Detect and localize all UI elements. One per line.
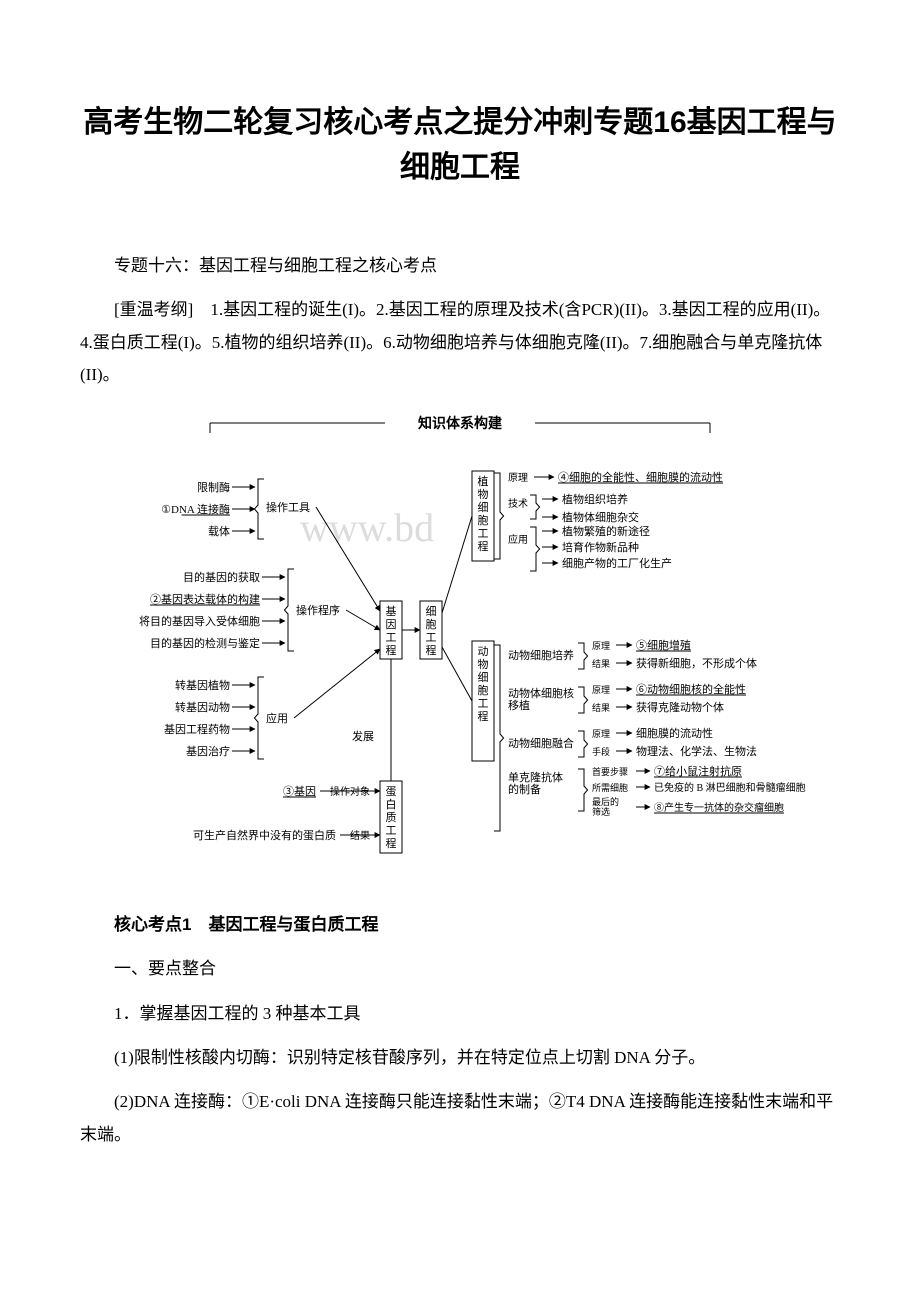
svg-text:物理法、化学法、生物法: 物理法、化学法、生物法 [636,744,757,758]
svg-text:⑧产生专一抗体的杂交瘤细胞: ⑧产生专一抗体的杂交瘤细胞 [654,801,784,814]
svg-text:基因治疗: 基因治疗 [186,744,230,758]
svg-text:原理: 原理 [592,641,610,651]
svg-text:应用: 应用 [266,711,288,725]
svg-text:⑤细胞增殖: ⑤细胞增殖 [636,638,691,652]
svg-text:手段: 手段 [592,746,610,757]
core-point-heading: 核心考点1 基因工程与蛋白质工程 [80,909,840,941]
svg-text:结果: 结果 [592,658,610,669]
paragraph-2: (2)DNA 连接酶：①E·coli DNA 连接酶只能连接黏性末端；②T4 D… [80,1086,840,1151]
svg-text:将目的基因导入受体细胞: 将目的基因导入受体细胞 [139,614,260,628]
svg-text:培育作物新品种: 培育作物新品种 [562,540,639,554]
svg-text:原理: 原理 [508,472,528,484]
svg-text:知识体系构建: 知识体系构建 [418,415,502,432]
svg-text:筛选: 筛选 [592,806,610,817]
svg-text:www.bd: www.bd [300,505,434,550]
svg-text:发展: 发展 [352,729,374,743]
subheading-2: 1．掌握基因工程的 3 种基本工具 [80,998,840,1030]
svg-text:结果: 结果 [592,702,610,713]
svg-text:③基因: ③基因 [283,785,316,798]
svg-text:载体: 载体 [208,524,230,538]
svg-text:目的基因的获取: 目的基因的获取 [183,570,260,584]
svg-text:动物细胞培养: 动物细胞培养 [508,648,574,662]
svg-text:最后的: 最后的 [592,796,619,807]
svg-text:⑥动物细胞核的全能性: ⑥动物细胞核的全能性 [636,682,746,696]
svg-text:细胞工程: 细胞工程 [426,605,437,657]
svg-text:②基因表达载体的构建: ②基因表达载体的构建 [150,592,260,606]
svg-text:获得新细胞，不形成个体: 获得新细胞，不形成个体 [636,656,757,670]
outline-paragraph: [重温考纲] 1.基因工程的诞生(I)。2.基因工程的原理及技术(含PCR)(I… [80,294,840,391]
svg-text:移植: 移植 [508,698,530,712]
svg-text:动物体细胞核: 动物体细胞核 [508,686,574,700]
svg-text:蛋白质工程: 蛋白质工程 [386,785,397,850]
svg-text:所需细胞: 所需细胞 [592,782,628,793]
section-intro: 专题十六：基因工程与细胞工程之核心考点 [80,250,840,282]
svg-text:细胞膜的流动性: 细胞膜的流动性 [636,726,713,740]
knowledge-diagram: 知识体系构建 www.bd 基因工程 细胞工程蛋白质工程 发展 限制酶 ①DNA 连接酶载体… [80,411,840,881]
svg-text:应用: 应用 [508,533,528,546]
svg-text:操作程序: 操作程序 [296,603,340,617]
svg-text:已免疫的 B 淋巴细胞和骨髓瘤细胞: 已免疫的 B 淋巴细胞和骨髓瘤细胞 [654,781,806,794]
svg-text:基因工程药物: 基因工程药物 [164,722,230,736]
paragraph-1: (1)限制性核酸内切酶：识别特定核苷酸序列，并在特定位点上切割 DNA 分子。 [80,1042,840,1074]
svg-text:获得克隆动物个体: 获得克隆动物个体 [636,700,724,714]
svg-text:原理: 原理 [592,729,610,739]
svg-text:动物细胞工程: 动物细胞工程 [478,645,489,723]
svg-text:植物体细胞杂交: 植物体细胞杂交 [562,510,639,524]
svg-text:植物组织培养: 植物组织培养 [562,492,628,506]
svg-text:可生产自然界中没有的蛋白质: 可生产自然界中没有的蛋白质 [193,828,336,842]
svg-text:动物细胞融合: 动物细胞融合 [508,736,574,750]
svg-text:基因工程: 基因工程 [386,605,397,657]
svg-text:⑦给小鼠注射抗原: ⑦给小鼠注射抗原 [654,764,742,778]
svg-text:首要步骤: 首要步骤 [592,766,628,777]
svg-text:原理: 原理 [592,685,610,695]
svg-text:转基因动物: 转基因动物 [175,700,230,714]
subheading-1: 一、要点整合 [80,953,840,985]
svg-text:的制备: 的制备 [508,782,541,796]
page-title: 高考生物二轮复习核心考点之提分冲刺专题16基因工程与细胞工程 [80,100,840,190]
svg-text:植物繁殖的新途径: 植物繁殖的新途径 [562,524,650,538]
svg-text:①DNA 连接酶: ①DNA 连接酶 [161,503,230,516]
svg-text:技术: 技术 [508,497,528,510]
svg-text:目的基因的检测与鉴定: 目的基因的检测与鉴定 [150,636,260,650]
svg-text:限制酶: 限制酶 [197,481,230,494]
svg-text:细胞产物的工厂化生产: 细胞产物的工厂化生产 [562,556,672,570]
svg-text:植物细胞工程: 植物细胞工程 [478,474,489,553]
svg-text:④细胞的全能性、细胞膜的流动性: ④细胞的全能性、细胞膜的流动性 [558,470,723,484]
svg-text:单克隆抗体: 单克隆抗体 [508,770,563,784]
svg-text:转基因植物: 转基因植物 [175,678,230,692]
svg-text:操作工具: 操作工具 [266,500,310,514]
